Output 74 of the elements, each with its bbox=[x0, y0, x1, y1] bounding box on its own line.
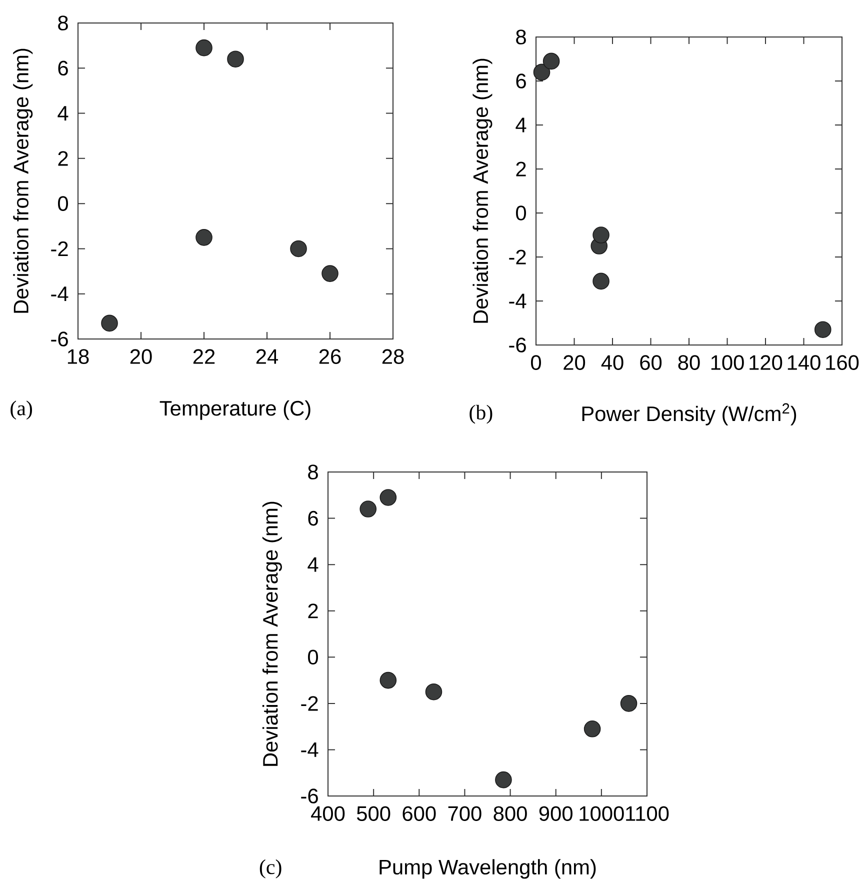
x-tick-label: 1100 bbox=[626, 806, 669, 821]
y-tick-label: -2 bbox=[509, 250, 526, 264]
x-tick-label: 20 bbox=[564, 355, 586, 370]
point bbox=[227, 50, 244, 68]
x-tick-label: 60 bbox=[640, 355, 662, 370]
point bbox=[533, 64, 550, 81]
point bbox=[592, 226, 610, 244]
point bbox=[814, 321, 832, 338]
y-tick-label: -4 bbox=[509, 294, 526, 308]
point bbox=[495, 771, 512, 788]
x-axis-title: Pump Wavelength (nm) bbox=[380, 859, 596, 879]
x-tick-label: 40 bbox=[601, 355, 624, 370]
x-tick-label: 1000 bbox=[580, 806, 624, 821]
x-tick-label: 26 bbox=[319, 349, 341, 364]
x-tick-label: 400 bbox=[311, 806, 345, 821]
point bbox=[620, 695, 638, 712]
text: (b) bbox=[470, 404, 492, 424]
x-tick-label: 0 bbox=[531, 355, 541, 370]
text: (c) bbox=[260, 859, 282, 878]
point bbox=[360, 500, 377, 518]
x-tick-label: 700 bbox=[448, 806, 482, 821]
y-tick-label: 4 bbox=[516, 118, 526, 132]
y-tick-label: -4 bbox=[301, 742, 318, 757]
y-tick-label: 6 bbox=[308, 510, 318, 526]
y-tick-label: 6 bbox=[516, 74, 526, 88]
y-tick-label: -2 bbox=[301, 696, 318, 711]
y-tick-label: -6 bbox=[301, 788, 318, 804]
point bbox=[196, 229, 212, 246]
y-tick-label: 8 bbox=[516, 30, 526, 44]
y-tick-label: -2 bbox=[51, 241, 68, 256]
point bbox=[196, 39, 212, 56]
x-tick-label: 160 bbox=[826, 355, 859, 370]
point bbox=[584, 720, 601, 738]
y-tick-label: 8 bbox=[308, 464, 318, 480]
point bbox=[322, 265, 338, 282]
y-tick-label: 4 bbox=[308, 557, 318, 572]
y-tick-label: 2 bbox=[58, 151, 68, 166]
x-tick-label: 100 bbox=[711, 355, 744, 370]
x-tick-label: 140 bbox=[788, 355, 820, 370]
y-tick-label: 2 bbox=[308, 604, 318, 618]
x-tick-label: 20 bbox=[130, 349, 152, 364]
x-tick-label: 24 bbox=[256, 349, 278, 364]
y-tick-label: -6 bbox=[51, 332, 68, 346]
y-tick-label: 4 bbox=[58, 106, 68, 120]
y-tick-label: -6 bbox=[509, 338, 526, 352]
point bbox=[425, 683, 442, 700]
point bbox=[101, 314, 118, 332]
x-axis-title: Temperature (C) bbox=[160, 400, 310, 420]
x-tick-label: 80 bbox=[678, 355, 700, 370]
y-tick-label: 0 bbox=[308, 650, 318, 665]
point bbox=[380, 672, 397, 689]
x-tick-label: 28 bbox=[382, 349, 404, 364]
point bbox=[380, 489, 397, 506]
y-tick-label: 2 bbox=[516, 162, 526, 176]
x-tick-label: 120 bbox=[750, 355, 782, 370]
point bbox=[290, 240, 307, 258]
y-tick-label: 0 bbox=[516, 206, 526, 220]
x-tick-label: 800 bbox=[494, 806, 527, 821]
x-tick-label: 500 bbox=[356, 806, 390, 821]
y-tick-label: 6 bbox=[58, 60, 68, 76]
x-tick-label: 18 bbox=[68, 349, 89, 364]
y-tick-label: -4 bbox=[51, 286, 68, 302]
y-tick-label: 0 bbox=[58, 196, 68, 211]
y-axis-title: Deviation from Average (nm) bbox=[472, 58, 492, 323]
x-tick-label: 22 bbox=[193, 349, 215, 364]
point bbox=[592, 272, 610, 290]
x-tick-label: 900 bbox=[539, 806, 572, 821]
y-axis-title: Deviation from Average (nm) bbox=[13, 48, 33, 313]
point bbox=[542, 52, 560, 70]
y-tick-label: 8 bbox=[58, 16, 68, 30]
x-tick-label: 600 bbox=[402, 806, 436, 821]
x-axis-title: Power Density (W/cm$^{2}$) bbox=[582, 403, 796, 426]
y-axis-title: Deviation from Average (nm) bbox=[262, 502, 282, 766]
text: (a) bbox=[10, 400, 32, 420]
